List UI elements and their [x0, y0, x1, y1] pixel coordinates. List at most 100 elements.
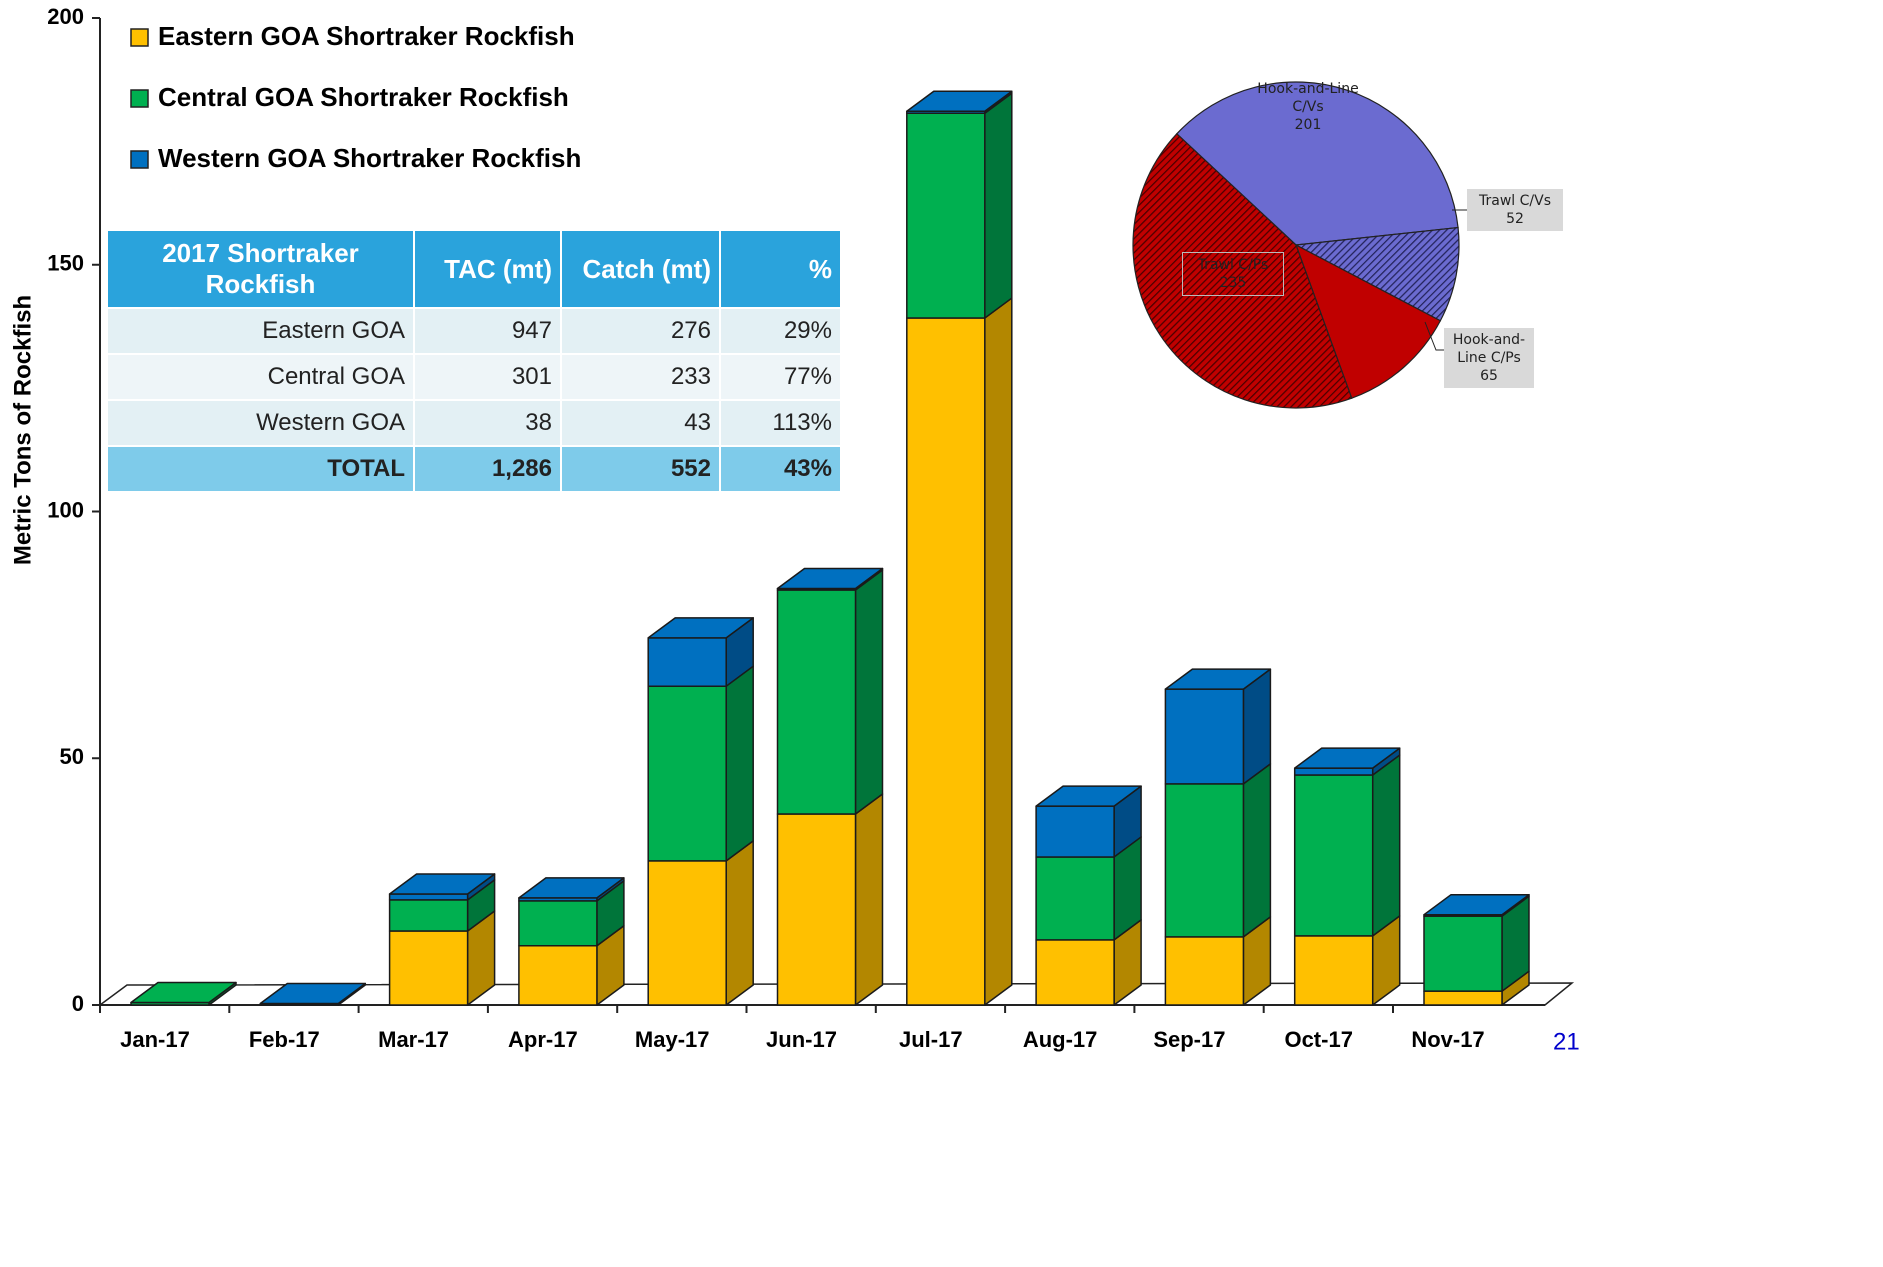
table-cell: 43 — [562, 401, 719, 445]
table-cell: TOTAL — [108, 447, 413, 491]
bar-side — [725, 840, 754, 1006]
header-cell: TAC (mt) — [415, 231, 560, 307]
pie-label-name: Trawl C/Ps — [1197, 257, 1269, 273]
pie-label-value: 201 — [1294, 117, 1322, 133]
bar — [1293, 767, 1374, 776]
legend-swatch — [130, 89, 149, 108]
bar-top — [518, 877, 625, 899]
x-tick-label: Nov-17 — [1411, 1027, 1484, 1052]
table-row: TOTAL 1,286 552 43% — [108, 447, 840, 491]
page-number: 21 — [1553, 1028, 1580, 1055]
table-cell: 1,286 — [415, 447, 560, 491]
table-cell: Central GOA — [108, 355, 413, 399]
summary-table: 2017 Shortraker Rockfish TAC (mt) Catch … — [106, 229, 842, 493]
legend-label: Eastern GOA Shortraker Rockfish — [158, 21, 575, 51]
bar — [647, 637, 727, 687]
table-cell: 43% — [721, 447, 840, 491]
bar-top — [388, 873, 496, 895]
bar-top — [1035, 785, 1142, 807]
bar — [776, 813, 857, 1006]
bar-top — [259, 982, 367, 1005]
bar-top — [130, 981, 237, 1004]
table-cell: 77% — [721, 355, 840, 399]
table-cell: 38 — [415, 401, 560, 445]
bar-top — [1164, 668, 1272, 690]
header-cell: 2017 Shortraker Rockfish — [108, 231, 413, 307]
x-tick-label: Jul-17 — [899, 1027, 963, 1052]
x-tick-label: Jun-17 — [766, 1027, 837, 1052]
bar-side — [725, 665, 754, 862]
table-cell: 276 — [562, 309, 719, 353]
pie-label-name: Hook-and-Line C/Ps — [1452, 332, 1526, 366]
x-tick-label: Feb-17 — [249, 1027, 320, 1052]
bar — [518, 945, 598, 1006]
bar — [776, 589, 857, 815]
pie-label: Trawl C/Ps 235 — [1182, 252, 1284, 296]
bar-top — [1423, 893, 1530, 916]
bar — [518, 900, 598, 947]
table-row: Western GOA 38 43 113% — [108, 401, 840, 445]
table-cell: 233 — [562, 355, 719, 399]
y-tick-label: 0 — [72, 991, 84, 1016]
pie-label-value: 52 — [1506, 211, 1524, 227]
bar-side — [984, 297, 1013, 1006]
bar-top — [647, 617, 754, 639]
pie-slice — [1132, 132, 1353, 409]
table-cell: Western GOA — [108, 401, 413, 445]
x-tick-label: Mar-17 — [378, 1027, 449, 1052]
y-tick-label: 150 — [47, 251, 84, 276]
legend-label: Western GOA Shortraker Rockfish — [158, 143, 581, 173]
y-tick-label: 50 — [60, 744, 84, 769]
x-tick-label: Aug-17 — [1023, 1027, 1098, 1052]
bar — [647, 685, 727, 862]
table-cell: 947 — [415, 309, 560, 353]
y-tick-label: 100 — [47, 497, 84, 522]
pie-label: Trawl C/Vs 52 — [1467, 189, 1563, 231]
bar — [1423, 990, 1503, 1006]
pie-label-value: 65 — [1480, 368, 1498, 384]
legend-swatch — [130, 150, 149, 169]
legend-swatch — [130, 28, 149, 47]
bar-side — [984, 92, 1013, 319]
bar-side — [854, 793, 884, 1006]
bar — [906, 317, 986, 1006]
table-cell: 301 — [415, 355, 560, 399]
header-cell: Catch (mt) — [562, 231, 719, 307]
table-cell: Eastern GOA — [108, 309, 413, 353]
pie-slice — [1294, 243, 1442, 399]
header-row: 2017 Shortraker Rockfish TAC (mt) Catch … — [108, 231, 840, 307]
x-tick-label: Oct-17 — [1284, 1027, 1352, 1052]
bar — [388, 899, 469, 932]
bar — [1035, 939, 1115, 1006]
pie-label-name: Hook-and-Line C/Vs — [1257, 81, 1359, 115]
bar — [1293, 935, 1374, 1006]
y-axis-title: Metric Tons of Rockfish — [9, 295, 36, 565]
bar — [1164, 783, 1245, 938]
pie-slice — [1175, 81, 1459, 246]
pie-slice — [1293, 226, 1460, 322]
table-cell: 113% — [721, 401, 840, 445]
leader-line — [1424, 321, 1444, 351]
pie-label: Hook-and-Line C/Ps 65 — [1444, 328, 1534, 388]
bar — [906, 112, 986, 319]
table-cell: 552 — [562, 447, 719, 491]
bar — [1164, 688, 1245, 785]
bar — [1035, 805, 1115, 858]
pie-label-name: Trawl C/Vs — [1479, 193, 1551, 209]
header-cell: % — [721, 231, 840, 307]
bar — [1035, 856, 1115, 941]
bar — [1293, 774, 1374, 937]
bar-top — [776, 567, 884, 590]
bar — [647, 860, 727, 1006]
bar-top — [906, 90, 1013, 113]
table-row: Central GOA 301 233 77% — [108, 355, 840, 399]
bar — [388, 930, 469, 1006]
legend-label: Central GOA Shortraker Rockfish — [158, 82, 569, 112]
bar-side — [1242, 763, 1272, 938]
bar — [388, 893, 469, 901]
y-tick-label: 200 — [47, 4, 84, 29]
bar — [1423, 915, 1503, 992]
table-row: Eastern GOA 947 276 29% — [108, 309, 840, 353]
